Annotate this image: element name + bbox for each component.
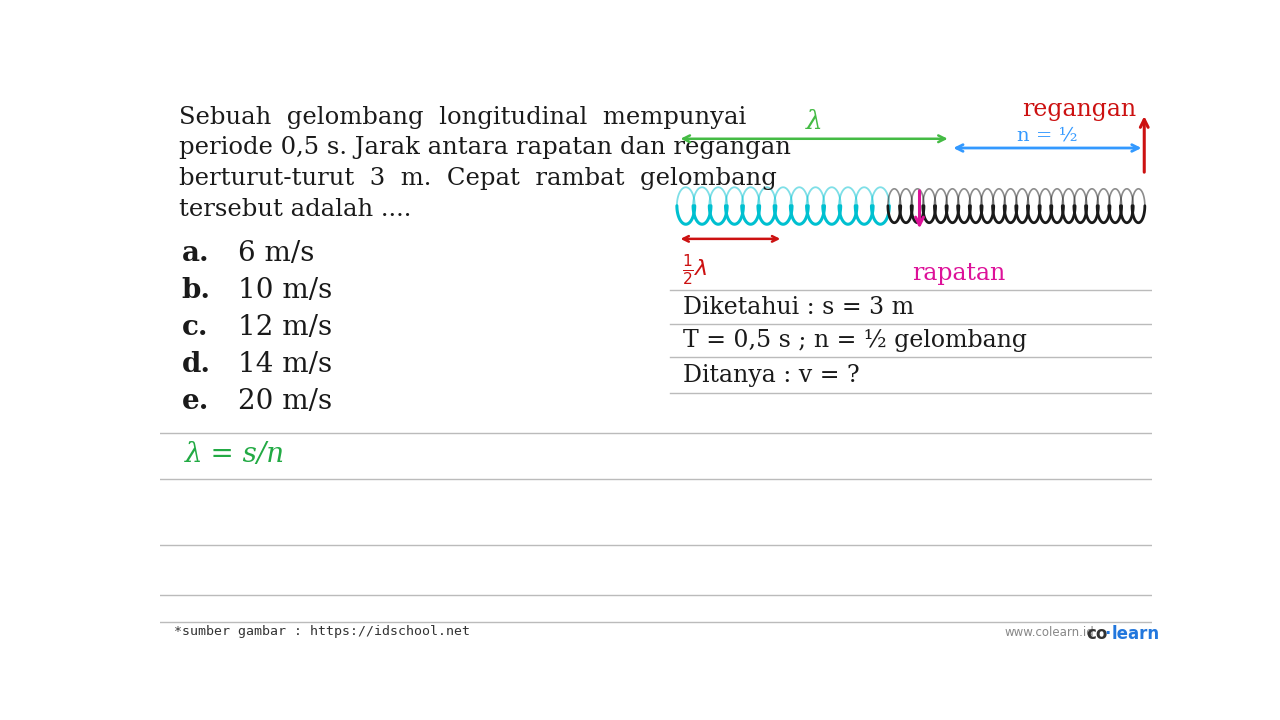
Text: a.: a. [182, 240, 210, 267]
Text: learn: learn [1112, 626, 1160, 644]
Text: n = ½: n = ½ [1018, 126, 1078, 144]
Text: b.: b. [182, 277, 211, 305]
Text: rapatan: rapatan [911, 262, 1005, 285]
Text: λ = s/n: λ = s/n [184, 441, 285, 467]
Text: berturut-turut  3  m.  Cepat  rambat  gelombang: berturut-turut 3 m. Cepat rambat gelomba… [179, 167, 777, 190]
Text: 10 m/s: 10 m/s [238, 277, 332, 305]
Text: www.colearn.id: www.colearn.id [1005, 626, 1094, 639]
Text: co: co [1087, 626, 1107, 644]
Text: regangan: regangan [1023, 98, 1137, 121]
Text: 20 m/s: 20 m/s [238, 388, 332, 415]
Text: ·: · [1105, 626, 1111, 644]
Text: *sumber gambar : https://idschool.net: *sumber gambar : https://idschool.net [174, 626, 470, 639]
Text: d.: d. [182, 351, 211, 378]
Text: c.: c. [182, 315, 209, 341]
Text: T = 0,5 s ; n = ½ gelombang: T = 0,5 s ; n = ½ gelombang [684, 329, 1027, 352]
Text: e.: e. [182, 388, 209, 415]
Text: periode 0,5 s. Jarak antara rapatan dan regangan: periode 0,5 s. Jarak antara rapatan dan … [179, 137, 791, 159]
Text: λ: λ [805, 109, 823, 134]
Text: 14 m/s: 14 m/s [238, 351, 332, 378]
Text: 6 m/s: 6 m/s [238, 240, 314, 267]
Text: Ditanya : v = ?: Ditanya : v = ? [684, 364, 860, 387]
Text: $\frac{1}{2}\lambda$: $\frac{1}{2}\lambda$ [681, 252, 707, 287]
Text: Sebuah  gelombang  longitudinal  mempunyai: Sebuah gelombang longitudinal mempunyai [179, 106, 746, 129]
Text: Diketahui : s = 3 m: Diketahui : s = 3 m [684, 296, 914, 319]
Text: tersebut adalah ....: tersebut adalah .... [179, 198, 412, 221]
Text: 12 m/s: 12 m/s [238, 315, 332, 341]
